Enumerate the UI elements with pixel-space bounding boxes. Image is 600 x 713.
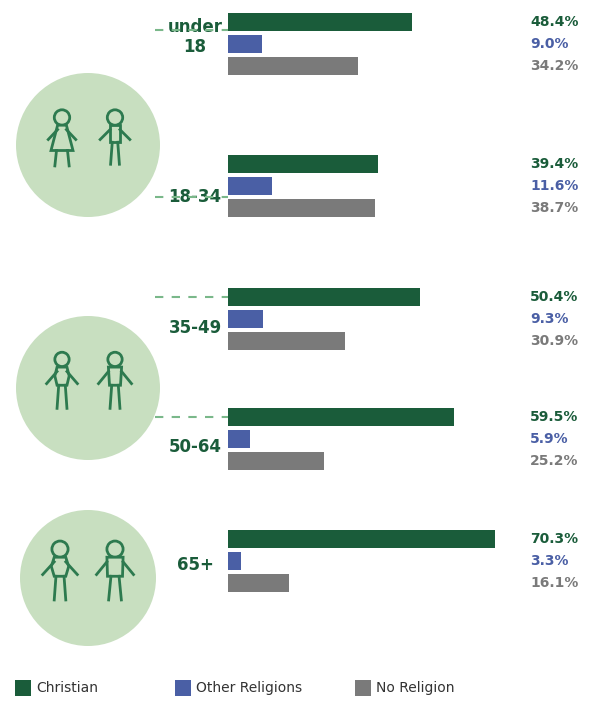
- Polygon shape: [109, 367, 122, 385]
- Bar: [228, 430, 250, 448]
- Circle shape: [107, 541, 123, 558]
- Circle shape: [16, 316, 160, 460]
- Bar: [228, 332, 346, 350]
- Text: Christian: Christian: [36, 681, 98, 695]
- Polygon shape: [110, 125, 120, 143]
- Bar: [228, 57, 358, 75]
- Polygon shape: [52, 558, 68, 576]
- Text: 39.4%: 39.4%: [530, 157, 578, 171]
- Text: 3.3%: 3.3%: [530, 554, 569, 568]
- Bar: [228, 13, 412, 31]
- Text: Other Religions: Other Religions: [196, 681, 302, 695]
- Text: 65+: 65+: [176, 556, 214, 574]
- Circle shape: [107, 110, 123, 125]
- Circle shape: [52, 541, 68, 558]
- Text: 16.1%: 16.1%: [530, 576, 578, 590]
- Circle shape: [55, 352, 69, 366]
- Polygon shape: [107, 558, 123, 576]
- Bar: [228, 452, 324, 470]
- Text: 30.9%: 30.9%: [530, 334, 578, 348]
- Text: 18-34: 18-34: [169, 188, 221, 206]
- Text: 70.3%: 70.3%: [530, 532, 578, 546]
- Text: 5.9%: 5.9%: [530, 432, 569, 446]
- Text: No Religion: No Religion: [376, 681, 455, 695]
- Text: under
18: under 18: [167, 19, 223, 56]
- Text: 9.0%: 9.0%: [530, 37, 569, 51]
- Text: 50-64: 50-64: [169, 438, 221, 456]
- Text: 25.2%: 25.2%: [530, 454, 578, 468]
- Text: 48.4%: 48.4%: [530, 15, 578, 29]
- Bar: [228, 199, 375, 217]
- Circle shape: [108, 352, 122, 366]
- Bar: [228, 530, 495, 548]
- Text: 59.5%: 59.5%: [530, 410, 578, 424]
- Circle shape: [20, 510, 156, 646]
- Polygon shape: [55, 367, 69, 385]
- Text: 35-49: 35-49: [169, 319, 221, 337]
- Bar: [228, 574, 289, 592]
- Bar: [228, 408, 454, 426]
- Bar: [15, 680, 31, 696]
- Bar: [228, 177, 272, 195]
- Bar: [228, 310, 263, 328]
- Bar: [228, 155, 378, 173]
- Bar: [228, 35, 262, 53]
- Circle shape: [16, 73, 160, 217]
- Circle shape: [54, 110, 70, 125]
- Text: 34.2%: 34.2%: [530, 59, 578, 73]
- Bar: [228, 552, 241, 570]
- Bar: [175, 680, 191, 696]
- Bar: [355, 680, 371, 696]
- Text: 50.4%: 50.4%: [530, 290, 578, 304]
- Text: 9.3%: 9.3%: [530, 312, 569, 326]
- Text: 38.7%: 38.7%: [530, 201, 578, 215]
- Polygon shape: [51, 125, 73, 150]
- Bar: [228, 288, 419, 306]
- Text: 11.6%: 11.6%: [530, 179, 578, 193]
